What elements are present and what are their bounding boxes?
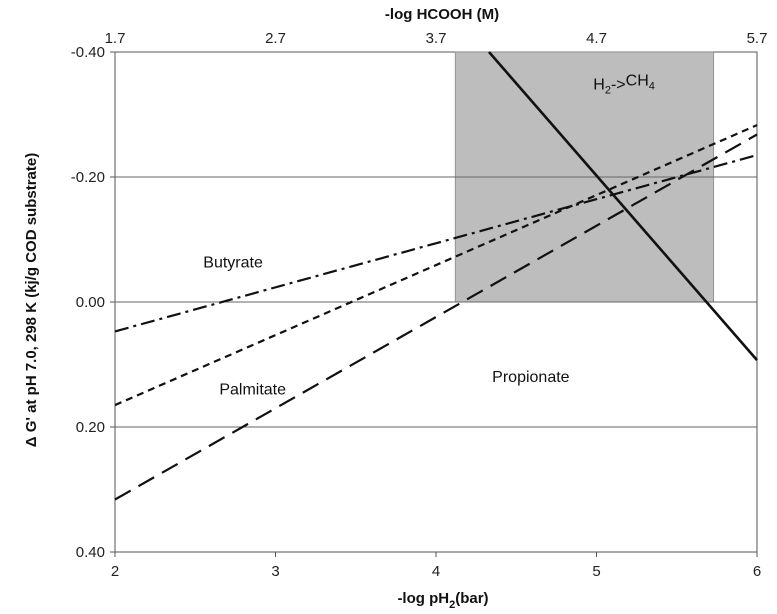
series-line bbox=[114, 124, 758, 407]
series-label: H2->CH4 bbox=[593, 73, 655, 97]
series-label: Butyrate bbox=[203, 255, 263, 272]
top-tick-label: 5.7 bbox=[747, 30, 768, 47]
x-axis-title-unit: (bar) bbox=[455, 590, 488, 607]
y-tick-label: -0.20 bbox=[71, 169, 105, 186]
y-axis-title: Δ G' at pH 7.0, 298 K (kj/g COD substrat… bbox=[23, 153, 40, 447]
y-tick-label: 0.20 bbox=[76, 419, 105, 436]
top-tick-label: 3.7 bbox=[426, 30, 447, 47]
series-label-part: 4 bbox=[649, 81, 655, 93]
y-tick-label: -0.40 bbox=[71, 44, 105, 61]
x-tick-label: 4 bbox=[432, 563, 440, 580]
tick-layer: 2 3 4 5 6 1.7 2.7 3.7 4.7 5.7 -0.40 -0.20 0.00 0.20 0.… bbox=[71, 30, 768, 580]
x-tick-label: 5 bbox=[592, 563, 600, 580]
series-label-part: CH bbox=[626, 73, 649, 90]
series-label-part: -> bbox=[611, 77, 626, 94]
series-line bbox=[114, 154, 758, 333]
top-tick-label: 4.7 bbox=[586, 30, 607, 47]
x-axis-title: -log pH2(bar) bbox=[397, 590, 488, 611]
series-line bbox=[114, 133, 758, 501]
series-label-layer: Butyrate Palmitate Propionate H2->CH4 bbox=[203, 73, 655, 399]
x-axis-title-sub: 2 bbox=[449, 599, 455, 611]
top-axis-title: -log HCOOH (M) bbox=[385, 6, 499, 23]
series-layer bbox=[114, 51, 758, 501]
y-tick-label: 0.00 bbox=[76, 294, 105, 311]
series-line bbox=[488, 51, 758, 361]
series-label: Propionate bbox=[492, 369, 569, 386]
y-tick-label: 0.40 bbox=[76, 544, 105, 561]
top-tick-label: 2.7 bbox=[265, 30, 286, 47]
series-label: Palmitate bbox=[219, 382, 286, 399]
series-label-part: 2 bbox=[605, 85, 611, 97]
x-axis-title-main: -log pH bbox=[397, 590, 449, 607]
top-tick-label: 1.7 bbox=[105, 30, 126, 47]
x-tick-label: 2 bbox=[111, 563, 119, 580]
x-tick-label: 6 bbox=[753, 563, 761, 580]
series-label-part: H bbox=[593, 77, 605, 94]
x-tick-label: 3 bbox=[271, 563, 279, 580]
